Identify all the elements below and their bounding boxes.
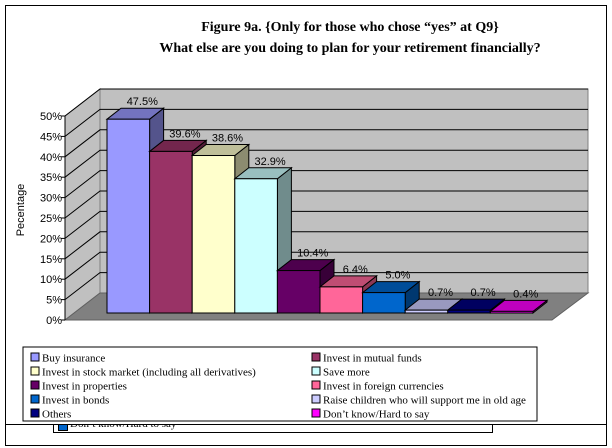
data-label: 0.7% — [471, 287, 496, 299]
legend-swatch — [311, 366, 321, 376]
legend-swatch — [30, 380, 40, 390]
gridline — [64, 149, 588, 178]
data-label: 5.0% — [385, 270, 410, 282]
bar — [234, 178, 278, 314]
legend-label: Raise children who will support me in ol… — [323, 395, 526, 407]
bar — [319, 286, 364, 314]
data-label: 0.4% — [513, 288, 538, 300]
legend-swatch — [30, 394, 40, 404]
y-tick-label: 10% — [40, 274, 62, 286]
bar-group: 0.4% — [488, 288, 549, 315]
gridline — [64, 190, 588, 219]
gridline — [64, 272, 588, 300]
legend-label: Others — [42, 409, 71, 421]
y-tick-label: 20% — [40, 233, 62, 245]
bar-group: 0.7% — [446, 287, 506, 315]
bar-group: 5.0% — [361, 270, 421, 315]
y-tick-label: 15% — [40, 254, 62, 266]
bar — [276, 270, 321, 314]
gridline — [64, 88, 588, 117]
y-tick-label: 40% — [40, 152, 62, 164]
data-label: 6.4% — [343, 264, 368, 276]
bar — [404, 309, 449, 314]
bar — [191, 155, 236, 314]
legend-swatch — [311, 408, 321, 418]
legend-label: Invest in stock market (including all de… — [42, 367, 256, 379]
bar — [447, 309, 491, 314]
bar-group: 32.9% — [233, 156, 293, 315]
chart-subtitle: What else are you doing to plan for your… — [159, 41, 540, 56]
y-tick-label: 25% — [40, 213, 62, 225]
legend-swatch — [30, 408, 40, 418]
y-tick-label: 45% — [40, 131, 62, 143]
gridline — [64, 210, 588, 239]
data-label: 47.5% — [127, 96, 158, 108]
legend-label: Invest in foreign currencies — [323, 381, 444, 393]
y-tick-label: 50% — [40, 111, 62, 123]
bar — [106, 118, 151, 314]
legend-box — [22, 346, 538, 422]
legend-label: Invest in bonds — [42, 395, 109, 407]
legend-swatch — [30, 366, 40, 376]
gridline — [64, 108, 588, 137]
legend-swatch — [30, 352, 40, 362]
y-axis-label: Pecentage — [15, 184, 27, 237]
legend-swatch — [311, 394, 321, 404]
data-label: 39.6% — [169, 128, 200, 140]
legend-swatch — [311, 352, 321, 362]
gridline — [64, 251, 588, 280]
bar — [362, 292, 406, 314]
data-label: 0.7% — [428, 287, 453, 299]
bar — [489, 310, 534, 314]
legend-label: Buy insurance — [42, 353, 105, 365]
data-label: 32.9% — [254, 156, 285, 168]
chart-title: Figure 9a. {Only for those who chose “ye… — [201, 20, 499, 35]
legend-label: Don’t know/Hard to say — [323, 409, 430, 421]
data-label: 10.4% — [297, 248, 328, 260]
legend-swatch — [311, 380, 321, 390]
legend-label: Invest in mutual funds — [323, 353, 422, 365]
gridline — [64, 231, 588, 260]
y-tick-label: 5% — [46, 295, 62, 307]
gridline — [64, 170, 588, 198]
legend-label: Save more — [323, 367, 370, 379]
legend-label: Invest in properties — [42, 381, 127, 393]
gridline — [64, 129, 588, 158]
y-tick-label: 30% — [40, 193, 62, 205]
data-label: 38.6% — [212, 133, 243, 145]
y-tick-label: 0% — [46, 315, 62, 327]
y-tick-label: 35% — [40, 172, 62, 184]
bar — [149, 150, 193, 314]
